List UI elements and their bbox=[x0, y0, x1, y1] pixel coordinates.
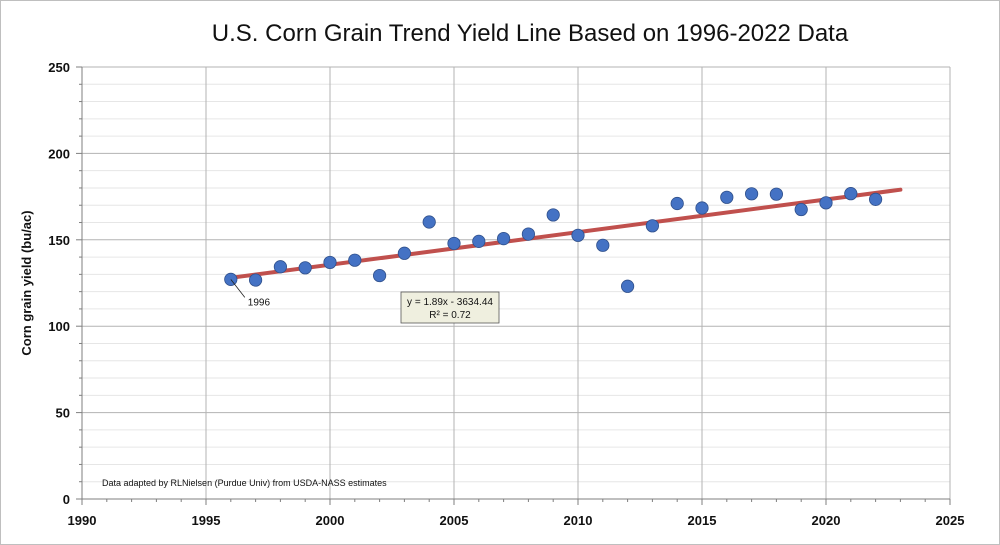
y-tick-label: 150 bbox=[48, 233, 70, 248]
equation-line-2: R² = 0.72 bbox=[429, 310, 471, 321]
data-point bbox=[868, 192, 883, 206]
data-point bbox=[744, 187, 759, 201]
x-tick-label: 2025 bbox=[936, 513, 965, 528]
data-point bbox=[844, 187, 858, 201]
data-point bbox=[323, 255, 337, 270]
data-point bbox=[546, 208, 560, 222]
points-layer bbox=[224, 187, 883, 293]
y-tick-label: 200 bbox=[48, 146, 70, 161]
y-tick-label: 100 bbox=[48, 319, 70, 334]
point-label: 1996 bbox=[248, 297, 271, 308]
data-point bbox=[521, 227, 536, 241]
data-point bbox=[422, 215, 436, 229]
data-point bbox=[249, 273, 263, 287]
data-point bbox=[472, 234, 486, 248]
data-point bbox=[645, 219, 660, 233]
data-point bbox=[819, 196, 833, 210]
trendline-layer bbox=[228, 187, 903, 280]
annotations: 1996 bbox=[230, 279, 271, 308]
x-tick-label: 2020 bbox=[812, 513, 841, 528]
grid bbox=[82, 66, 951, 499]
x-tick-label: 2000 bbox=[316, 513, 345, 528]
point-label-leader bbox=[230, 279, 246, 298]
data-point bbox=[769, 187, 784, 201]
data-point bbox=[670, 196, 684, 211]
x-tick-label: 2005 bbox=[440, 513, 469, 528]
y-tick-label: 50 bbox=[56, 406, 70, 421]
x-tick-label: 2010 bbox=[564, 513, 593, 528]
data-point bbox=[224, 272, 238, 286]
plot-area bbox=[76, 66, 951, 505]
x-tick-label: 1990 bbox=[68, 513, 97, 528]
x-axis-ticks: 1990 1995 2000 2005 2010 2015 2020 2025 bbox=[68, 513, 965, 528]
chart-title: U.S. Corn Grain Trend Yield Line Based o… bbox=[212, 20, 849, 47]
y-tick-label: 250 bbox=[48, 60, 70, 75]
data-point bbox=[794, 202, 808, 217]
data-point bbox=[397, 246, 411, 260]
data-point bbox=[720, 190, 734, 204]
data-point bbox=[273, 260, 287, 274]
data-point bbox=[571, 228, 585, 242]
y-axis-ticks: 0 50 100 150 200 250 bbox=[48, 60, 70, 507]
equation-box: y = 1.89x - 3634.44 R² = 0.72 bbox=[400, 291, 500, 324]
y-tick-label: 0 bbox=[63, 492, 70, 507]
data-point bbox=[298, 261, 312, 275]
source-note: Data adapted by RLNielsen (Purdue Univ) … bbox=[102, 478, 387, 488]
y-axis-label: Corn grain yield (bu/ac) bbox=[19, 210, 34, 355]
data-point bbox=[620, 279, 635, 293]
data-point bbox=[447, 236, 461, 251]
x-tick-label: 2015 bbox=[688, 513, 717, 528]
trendline bbox=[228, 187, 903, 280]
data-point bbox=[372, 268, 387, 283]
data-point bbox=[695, 201, 709, 215]
data-point bbox=[348, 253, 362, 267]
x-tick-label: 1995 bbox=[192, 513, 221, 528]
data-point bbox=[496, 231, 511, 246]
data-point bbox=[596, 238, 610, 252]
equation-line-1: y = 1.89x - 3634.44 bbox=[407, 297, 493, 308]
